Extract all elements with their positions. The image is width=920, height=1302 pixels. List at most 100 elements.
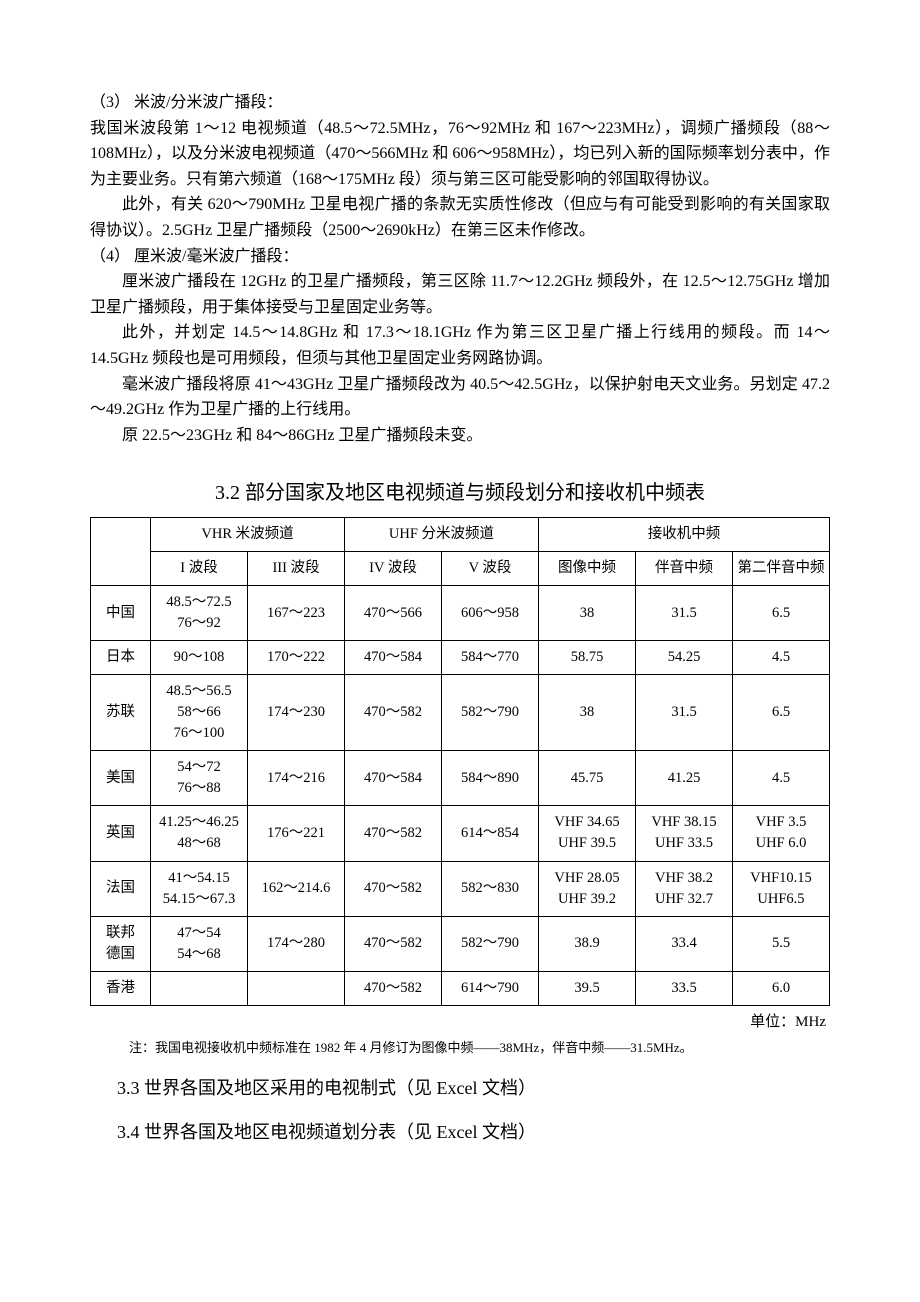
table-cell: 582～790: [442, 675, 539, 751]
table-col-snd2-if: 第二伴音中频: [733, 552, 830, 586]
table-cell: 31.5: [636, 586, 733, 641]
table-cell-country: 法国: [91, 861, 151, 916]
table-cell: 48.5～72.576～92: [151, 586, 248, 641]
table-cell: 174～216: [248, 751, 345, 806]
table-cell: 470～584: [345, 641, 442, 675]
section-3-2-title: 3.2 部分国家及地区电视频道与频段划分和接收机中频表: [90, 476, 830, 505]
table-cell: 45.75: [539, 751, 636, 806]
table-cell: 614～790: [442, 971, 539, 1005]
table-cell: 41～54.1554.15～67.3: [151, 861, 248, 916]
table-cell: 54.25: [636, 641, 733, 675]
table-cell: 614～854: [442, 806, 539, 861]
table-cell: 47～5454～68: [151, 916, 248, 971]
table-cell: 470～582: [345, 916, 442, 971]
table-unit: 单位：MHz: [90, 1010, 826, 1031]
table-header-rxif: 接收机中频: [539, 518, 830, 552]
table-cell: [151, 971, 248, 1005]
table-cell: 470～584: [345, 751, 442, 806]
table-cell: 6.0: [733, 971, 830, 1005]
table-col-band5: V 波段: [442, 552, 539, 586]
table-cell: 162～214.6: [248, 861, 345, 916]
table-cell: 470～582: [345, 675, 442, 751]
table-cell: 4.5: [733, 751, 830, 806]
table-cell: 582～830: [442, 861, 539, 916]
table-col-band1: I 波段: [151, 552, 248, 586]
table-cell: 470～582: [345, 806, 442, 861]
table-cell: 470～582: [345, 861, 442, 916]
table-cell: 38.9: [539, 916, 636, 971]
paragraph: 厘米波广播段在 12GHz 的卫星广播频段，第三区除 11.7～12.2GHz …: [90, 269, 830, 320]
table-cell: 5.5: [733, 916, 830, 971]
table-cell: VHF 28.05UHF 39.2: [539, 861, 636, 916]
table-col-band3: III 波段: [248, 552, 345, 586]
table-cell: VHF 34.65UHF 39.5: [539, 806, 636, 861]
table-cell: 174～230: [248, 675, 345, 751]
table-cell: 48.5～56.558～6676～100: [151, 675, 248, 751]
list-item-4-label: （4） 厘米波/毫米波广播段：: [90, 244, 830, 270]
table-cell: 33.4: [636, 916, 733, 971]
paragraph: 原 22.5～23GHz 和 84～86GHz 卫星广播频段未变。: [90, 423, 830, 449]
table-cell-country: 苏联: [91, 675, 151, 751]
table-cell: 6.5: [733, 586, 830, 641]
table-cell: VHF 38.15UHF 33.5: [636, 806, 733, 861]
table-cell-country: 日本: [91, 641, 151, 675]
table-header-uhf: UHF 分米波频道: [345, 518, 539, 552]
table-cell-country: 中国: [91, 586, 151, 641]
frequency-table-body: 中国48.5～72.576～92167～223470～566606～958383…: [91, 586, 830, 1005]
paragraph: 我国米波段第 1～12 电视频道（48.5～72.5MHz，76～92MHz 和…: [90, 116, 830, 193]
table-cell-country: 联邦德国: [91, 916, 151, 971]
paragraph: 毫米波广播段将原 41～43GHz 卫星广播频段改为 40.5～42.5GHz，…: [90, 372, 830, 423]
table-row: 联邦德国47～5454～68174～280470～582582～79038.93…: [91, 916, 830, 971]
table-cell-country: 美国: [91, 751, 151, 806]
table-cell: 584～890: [442, 751, 539, 806]
table-header-row: VHR 米波频道 UHF 分米波频道 接收机中频: [91, 518, 830, 552]
table-row: 苏联48.5～56.558～6676～100174～230470～582582～…: [91, 675, 830, 751]
table-col-img-if: 图像中频: [539, 552, 636, 586]
table-cell: 4.5: [733, 641, 830, 675]
table-cell: 54～7276～88: [151, 751, 248, 806]
table-row: 日本90～108170～222470～584584～77058.7554.254…: [91, 641, 830, 675]
section-3-3-title: 3.3 世界各国及地区采用的电视制式（见 Excel 文档）: [90, 1074, 830, 1100]
table-header-vhr: VHR 米波频道: [151, 518, 345, 552]
section-3-4-title: 3.4 世界各国及地区电视频道划分表（见 Excel 文档）: [90, 1118, 830, 1144]
table-cell: VHF10.15UHF6.5: [733, 861, 830, 916]
table-cell: [248, 971, 345, 1005]
table-cell: 582～790: [442, 916, 539, 971]
table-cell: 167～223: [248, 586, 345, 641]
table-cell-country: 英国: [91, 806, 151, 861]
table-header-blank: [91, 518, 151, 586]
table-subheader-row: I 波段 III 波段 IV 波段 V 波段 图像中频 伴音中频 第二伴音中频: [91, 552, 830, 586]
frequency-table: VHR 米波频道 UHF 分米波频道 接收机中频 I 波段 III 波段 IV …: [90, 517, 830, 1005]
table-col-snd-if: 伴音中频: [636, 552, 733, 586]
table-cell: VHF 3.5UHF 6.0: [733, 806, 830, 861]
document-page: （3） 米波/分米波广播段： 我国米波段第 1～12 电视频道（48.5～72.…: [0, 0, 920, 1210]
table-cell: 41.25～46.2548～68: [151, 806, 248, 861]
table-cell: 470～582: [345, 971, 442, 1005]
table-col-band4: IV 波段: [345, 552, 442, 586]
table-row: 英国41.25～46.2548～68176～221470～582614～854V…: [91, 806, 830, 861]
table-cell: 33.5: [636, 971, 733, 1005]
table-cell: 176～221: [248, 806, 345, 861]
table-cell: 584～770: [442, 641, 539, 675]
table-cell: 606～958: [442, 586, 539, 641]
paragraph: 此外，并划定 14.5～14.8GHz 和 17.3～18.1GHz 作为第三区…: [90, 320, 830, 371]
table-cell: 58.75: [539, 641, 636, 675]
table-cell: 174～280: [248, 916, 345, 971]
table-cell-country: 香港: [91, 971, 151, 1005]
table-cell: 90～108: [151, 641, 248, 675]
table-row: 法国41～54.1554.15～67.3162～214.6470～582582～…: [91, 861, 830, 916]
table-row: 香港 470～582614～79039.533.56.0: [91, 971, 830, 1005]
table-cell: 38: [539, 675, 636, 751]
table-note: 注：我国电视接收机中频标准在 1982 年 4 月修订为图像中频——38MHz，…: [90, 1037, 830, 1056]
table-cell: 39.5: [539, 971, 636, 1005]
table-cell: VHF 38.2UHF 32.7: [636, 861, 733, 916]
paragraph: 此外，有关 620～790MHz 卫星电视广播的条款无实质性修改（但应与有可能受…: [90, 192, 830, 243]
table-cell: 470～566: [345, 586, 442, 641]
table-cell: 170～222: [248, 641, 345, 675]
table-cell: 41.25: [636, 751, 733, 806]
table-cell: 6.5: [733, 675, 830, 751]
table-cell: 38: [539, 586, 636, 641]
table-row: 中国48.5～72.576～92167～223470～566606～958383…: [91, 586, 830, 641]
list-item-3-label: （3） 米波/分米波广播段：: [90, 90, 830, 116]
table-row: 美国54～7276～88174～216470～584584～89045.7541…: [91, 751, 830, 806]
